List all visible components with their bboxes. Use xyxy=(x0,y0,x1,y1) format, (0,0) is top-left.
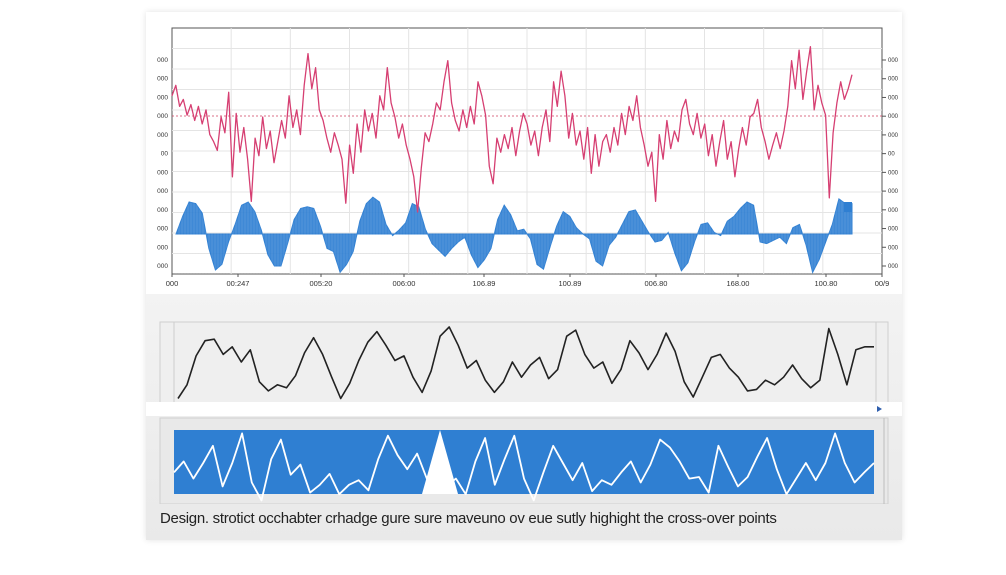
x-tick-label: 006.80 xyxy=(645,279,668,288)
y-tick-label: 000 xyxy=(157,188,168,195)
y-tick-label: 000 xyxy=(157,132,168,139)
y-tick-label-right: 000 xyxy=(888,77,899,83)
top-chart-panel: 000 000 000 000 000 000 000 000 000 000 00 00 000 000… xyxy=(146,12,902,294)
y-tick-label-right: 000 xyxy=(888,208,899,214)
bottom-blue-band xyxy=(174,430,874,494)
y-tick-label-right: 000 xyxy=(888,58,899,64)
y-tick-label: 00 xyxy=(161,151,169,158)
x-tick-label: 106.89 xyxy=(473,279,496,288)
separator-strip xyxy=(146,402,902,416)
x-tick-label: 100.80 xyxy=(815,279,838,288)
white-notch-marker xyxy=(422,430,458,494)
y-tick-label-right: 000 xyxy=(888,264,899,270)
y-tick-label: 000 xyxy=(157,226,168,233)
white-wave-line xyxy=(173,432,875,502)
y-tick-label: 000 xyxy=(157,207,168,214)
y-tick-label: 000 xyxy=(157,263,168,270)
y-tick-label: 000 xyxy=(157,169,168,176)
x-tick-label: 000 xyxy=(166,279,179,288)
arrow-right-icon xyxy=(877,406,882,412)
red-signal-line xyxy=(171,45,853,213)
y-tick-label-right: 000 xyxy=(888,170,899,176)
y-tick-label-right: 000 xyxy=(888,95,899,101)
x-tick-label: 00/9 xyxy=(875,279,890,288)
y-tick-label: 000 xyxy=(157,113,168,120)
band-end-marker xyxy=(844,202,852,212)
y-tick-label-right: 000 xyxy=(888,133,899,139)
lower-chart-panel xyxy=(146,294,902,540)
y-tick-label: 000 xyxy=(157,76,168,83)
figure-caption: Design. strotict occhabter crhadge gure … xyxy=(160,510,777,527)
y-tick-label-right: 00 xyxy=(888,152,895,158)
black-wave-line xyxy=(177,326,874,400)
y-tick-label: 000 xyxy=(157,57,168,64)
figure-card: 000 000 000 000 000 000 000 000 000 000 00 00 000 000… xyxy=(146,12,902,540)
y-tick-label-right: 000 xyxy=(888,227,899,233)
x-tick-label: 005:20 xyxy=(310,279,333,288)
x-tick-label: 168.00 xyxy=(727,279,750,288)
y-tick-label: 000 xyxy=(157,94,168,101)
y-tick-label-right: 000 xyxy=(888,189,899,195)
lower-charts xyxy=(146,321,902,505)
x-tick-label: 100.89 xyxy=(559,279,582,288)
x-tick-label: 00:247 xyxy=(227,279,250,288)
x-tick-label: 006:00 xyxy=(393,279,416,288)
middle-plot-area xyxy=(159,321,889,405)
y-tick-label-right: 000 xyxy=(888,245,899,251)
blue-band-area xyxy=(175,196,853,274)
y-tick-label-right: 000 xyxy=(888,114,899,120)
y-tick-label: 000 xyxy=(157,244,168,251)
